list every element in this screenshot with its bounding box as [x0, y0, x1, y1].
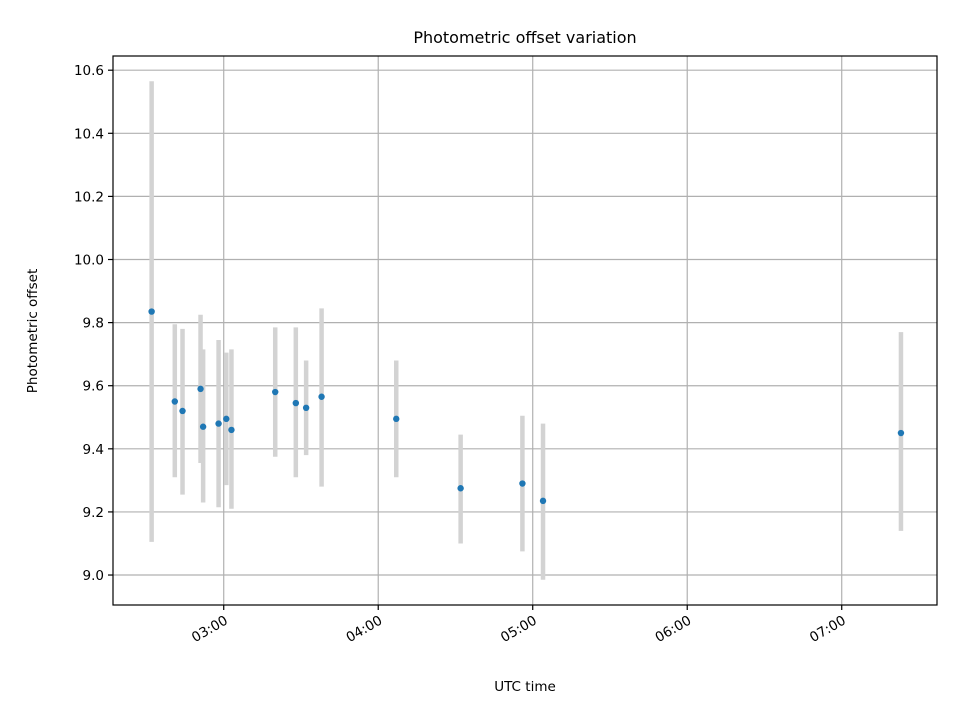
y-tick-label: 9.6 [83, 379, 104, 395]
y-tick-label: 10.2 [74, 189, 104, 205]
data-point [223, 415, 230, 423]
chart-title: Photometric offset variation [413, 28, 636, 47]
data-point [457, 485, 464, 492]
y-axis-label: Photometric offset [25, 269, 41, 393]
y-tick-label: 10.0 [74, 253, 104, 269]
data-point [318, 393, 325, 400]
data-point [302, 404, 310, 412]
data-point [148, 308, 155, 315]
y-tick-label: 9.2 [83, 505, 104, 521]
data-point [292, 399, 300, 407]
data-point [897, 429, 905, 437]
y-tick-label: 10.4 [74, 126, 104, 142]
y-tick-label: 9.4 [83, 442, 104, 458]
y-tick-label: 10.6 [74, 63, 104, 79]
grid [113, 56, 937, 605]
data-point [199, 423, 207, 430]
y-axis-ticks: 9.0 9.2 9.4 9.6 9.8 10.0 10.2 10.4 10.6 [74, 63, 113, 584]
y-tick-label: 9.0 [83, 568, 104, 584]
data-point [393, 415, 400, 423]
plot-frame [112, 55, 938, 606]
y-tick-label: 9.8 [83, 316, 104, 332]
data-point [228, 426, 235, 434]
x-axis-label: UTC time [494, 679, 556, 695]
data-point [215, 420, 222, 427]
data-point [179, 407, 186, 415]
data-point [197, 385, 204, 393]
data-point [519, 480, 526, 487]
data-points [148, 308, 905, 505]
data-point [539, 497, 547, 505]
data-point [272, 388, 279, 396]
data-point [171, 398, 178, 405]
